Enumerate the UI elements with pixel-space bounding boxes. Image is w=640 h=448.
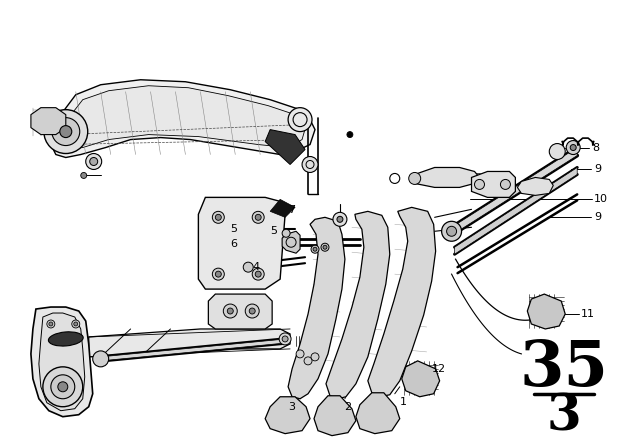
Text: 6: 6 [230, 239, 237, 249]
Circle shape [288, 108, 312, 132]
Circle shape [60, 125, 72, 138]
Circle shape [333, 212, 347, 226]
Text: 11: 11 [581, 309, 595, 319]
Text: 9: 9 [594, 164, 601, 174]
Circle shape [296, 350, 304, 358]
Circle shape [47, 320, 55, 328]
Polygon shape [51, 80, 315, 158]
Circle shape [243, 262, 253, 272]
Polygon shape [368, 207, 436, 397]
Circle shape [474, 180, 484, 190]
Polygon shape [402, 361, 440, 397]
Polygon shape [282, 231, 300, 253]
Circle shape [347, 132, 353, 138]
Polygon shape [31, 108, 66, 134]
Circle shape [311, 353, 319, 361]
Circle shape [337, 216, 343, 222]
Circle shape [252, 268, 264, 280]
Circle shape [227, 308, 233, 314]
Circle shape [313, 247, 317, 251]
Text: 4: 4 [252, 262, 259, 272]
Text: 1: 1 [400, 397, 407, 407]
Circle shape [90, 158, 98, 165]
Polygon shape [410, 168, 479, 187]
Text: 12: 12 [431, 364, 446, 374]
Circle shape [570, 145, 576, 151]
Polygon shape [288, 217, 345, 399]
Circle shape [255, 214, 261, 220]
Polygon shape [31, 307, 93, 417]
Circle shape [447, 226, 456, 236]
Polygon shape [326, 211, 390, 399]
Polygon shape [89, 329, 290, 357]
Text: 3: 3 [547, 392, 582, 441]
Circle shape [49, 322, 53, 326]
Text: 8: 8 [592, 142, 599, 152]
Circle shape [566, 141, 580, 155]
Polygon shape [100, 339, 286, 361]
Circle shape [279, 333, 291, 345]
Polygon shape [265, 397, 310, 434]
Circle shape [215, 271, 221, 277]
Text: 9: 9 [594, 212, 601, 222]
Circle shape [93, 351, 109, 367]
Text: 35: 35 [520, 338, 609, 399]
Circle shape [51, 375, 75, 399]
Circle shape [252, 211, 264, 223]
Polygon shape [270, 199, 295, 217]
Circle shape [323, 245, 327, 249]
Ellipse shape [49, 332, 83, 346]
Text: 10: 10 [594, 194, 608, 204]
Circle shape [311, 245, 319, 253]
Circle shape [409, 172, 420, 185]
Text: 5: 5 [270, 226, 277, 236]
Polygon shape [265, 129, 305, 164]
Circle shape [245, 304, 259, 318]
Circle shape [500, 180, 511, 190]
Circle shape [74, 322, 77, 326]
Polygon shape [517, 177, 553, 195]
Polygon shape [472, 172, 515, 198]
Polygon shape [454, 168, 577, 254]
Circle shape [215, 214, 221, 220]
Polygon shape [356, 393, 400, 434]
Polygon shape [39, 313, 84, 411]
Circle shape [321, 243, 329, 251]
Text: 2: 2 [344, 402, 351, 412]
Circle shape [212, 268, 224, 280]
Circle shape [255, 271, 261, 277]
Circle shape [43, 367, 83, 407]
Circle shape [58, 382, 68, 392]
Text: 3: 3 [288, 402, 295, 412]
Circle shape [86, 154, 102, 169]
Polygon shape [209, 294, 272, 329]
Circle shape [282, 336, 288, 342]
Circle shape [212, 211, 224, 223]
Text: 7: 7 [288, 205, 295, 215]
Circle shape [302, 156, 318, 172]
Polygon shape [527, 294, 565, 329]
Circle shape [52, 118, 80, 146]
Circle shape [44, 110, 88, 154]
Circle shape [81, 172, 87, 178]
Circle shape [223, 304, 237, 318]
Polygon shape [57, 86, 306, 150]
Polygon shape [314, 396, 356, 435]
Polygon shape [452, 147, 577, 235]
Circle shape [282, 229, 290, 237]
Polygon shape [198, 198, 285, 289]
Text: 5: 5 [230, 224, 237, 234]
Circle shape [304, 357, 312, 365]
Circle shape [549, 143, 565, 159]
Circle shape [72, 320, 80, 328]
Circle shape [442, 221, 461, 241]
Circle shape [249, 308, 255, 314]
